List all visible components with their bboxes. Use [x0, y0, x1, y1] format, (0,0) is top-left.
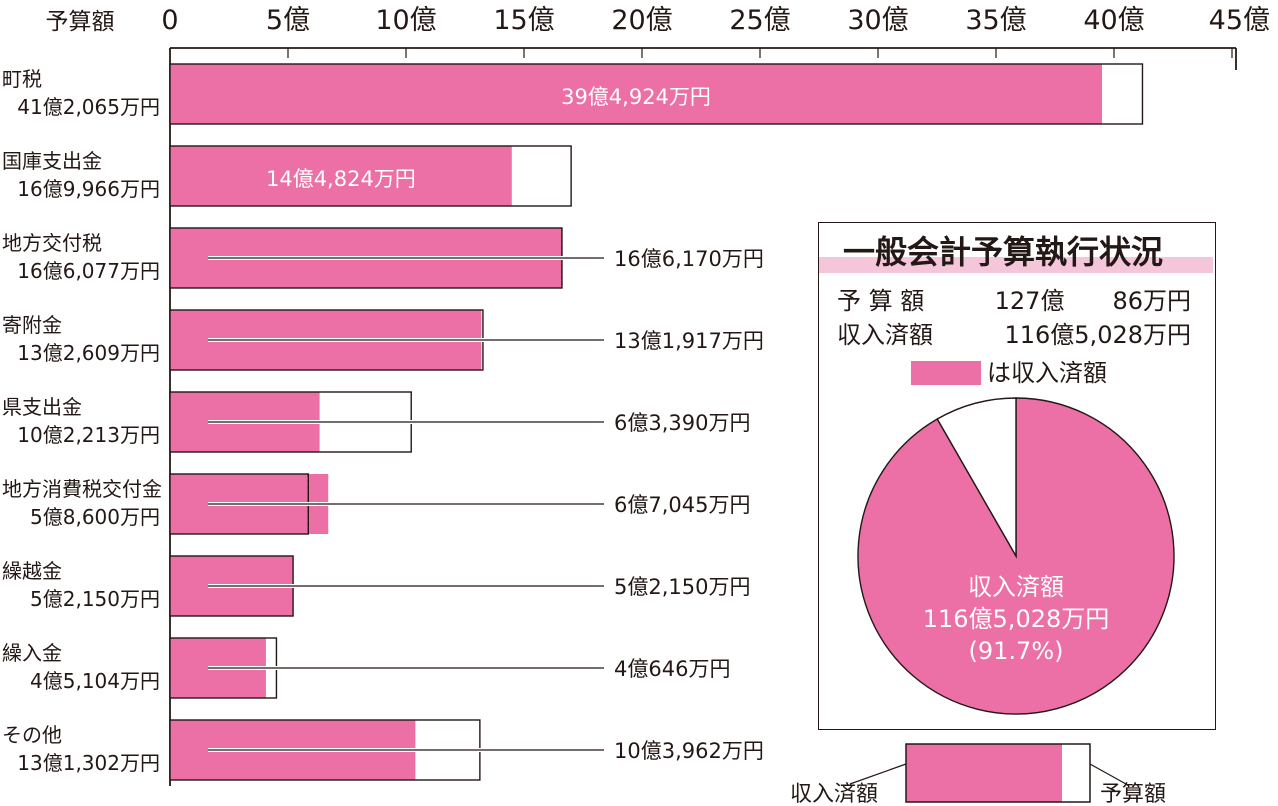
category-label: その他 [2, 723, 62, 747]
legend-budget-bar [905, 743, 1091, 803]
received-value-label: 13億1,917万円 [614, 329, 764, 353]
budget-value-label: 13億1,302万円 [17, 751, 160, 775]
budget-value-label: 13億2,609万円 [17, 341, 160, 365]
legend-received-bar [906, 744, 1062, 802]
x-tick-label: 5億 [266, 5, 310, 36]
category-label: 国庫支出金 [2, 149, 102, 173]
x-tick-label: 45億 [1209, 5, 1270, 36]
category-label: 地方交付税 [2, 231, 102, 255]
budget-value-label: 16億6,077万円 [17, 259, 160, 283]
received-value-label: 6億7,045万円 [614, 493, 750, 517]
budget-value-label: 16億9,966万円 [17, 177, 160, 201]
budget-value-label: 4億5,104万円 [30, 669, 160, 693]
title-band [819, 257, 1213, 273]
received-value-label: 14億4,824万円 [266, 167, 416, 191]
pie-slice-amount: 116億5,028万円 [923, 605, 1110, 633]
category-label: 繰越金 [2, 559, 62, 583]
pie-slice-percent: (91.7%) [969, 637, 1064, 665]
category-label: 町税 [2, 67, 42, 91]
received-bar [170, 146, 512, 206]
x-tick-label: 40億 [1083, 5, 1144, 36]
category-label: 地方消費税交付金 [2, 477, 162, 501]
received-value-label: 6億3,390万円 [614, 411, 750, 435]
legend-swatch [911, 361, 981, 385]
axis-label: 予算額 [46, 9, 115, 35]
received-value-label: 4億646万円 [614, 657, 730, 681]
legend-received-leader [849, 763, 907, 785]
budget-summary-label: 予 算 額 [837, 287, 924, 315]
budget-bar [169, 145, 572, 207]
received-value-label: 5億2,150万円 [614, 575, 750, 599]
legend-label: は収入済額 [987, 359, 1107, 387]
pie-slice-name: 収入済額 [968, 573, 1064, 601]
budget-bar [169, 63, 1144, 125]
legend-budget-leader [1089, 763, 1127, 785]
category-label: 繰入金 [2, 641, 62, 665]
legend-budget-label: 予算額 [1100, 782, 1166, 806]
x-tick-label: 30億 [847, 5, 908, 36]
received-value-label: 39億4,924万円 [561, 85, 711, 109]
legend-received-label: 収入済額 [790, 782, 878, 806]
execution-status-panel: 一般会計予算執行状況 予 算 額 127億 86万円 収入済額 116億5,02… [818, 222, 1216, 730]
x-tick-label: 25億 [729, 5, 790, 36]
budget-value-label: 41億2,065万円 [17, 95, 160, 119]
panel-title: 一般会計予算執行状況 [843, 233, 1163, 271]
received-bar [170, 64, 1103, 124]
received-value-label: 16億6,170万円 [614, 247, 764, 271]
x-tick-label: 15億 [493, 5, 554, 36]
execution-pie-chart: 一般会計予算執行状況 予 算 額 127億 86万円 収入済額 116億5,02… [819, 233, 1213, 715]
x-tick-label: 20億 [611, 5, 672, 36]
received-summary-label: 収入済額 [837, 321, 933, 349]
pie-slice-remaining [936, 397, 1017, 559]
x-tick-label: 0 [161, 5, 178, 36]
x-tick-label: 10億 [375, 5, 436, 36]
budget-value-label: 5億8,600万円 [30, 505, 160, 529]
pie [857, 397, 1175, 715]
category-label: 寄附金 [2, 313, 62, 337]
bar-legend-example: 収入済額 予算額 [790, 743, 1166, 806]
budget-summary-value: 127億 86万円 [995, 287, 1191, 315]
category-label: 県支出金 [2, 395, 82, 419]
budget-value-label: 5億2,150万円 [30, 587, 160, 611]
budget-value-label: 10億2,213万円 [17, 423, 160, 447]
received-summary-value: 116億5,028万円 [1004, 321, 1191, 349]
x-tick-label: 35億 [965, 5, 1026, 36]
pie-slice-received [857, 397, 1175, 715]
received-value-label: 10億3,962万円 [614, 739, 764, 763]
